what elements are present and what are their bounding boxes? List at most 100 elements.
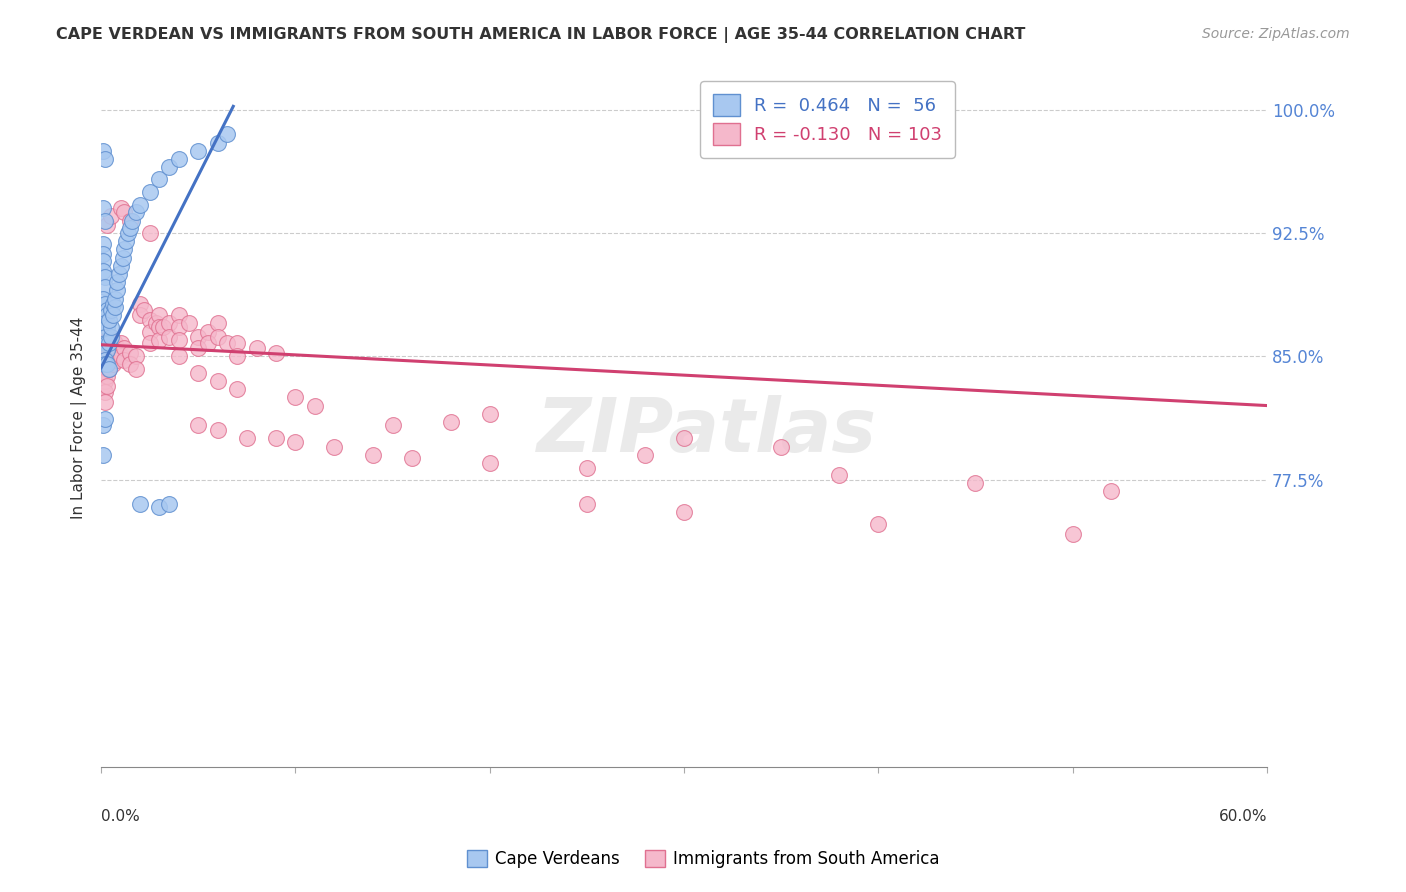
Point (94, 280, 117, 294)
Point (634, 448, 657, 462)
Point (91, 237, 114, 252)
Point (91, 448, 114, 462)
Point (187, 366, 209, 380)
Point (187, 329, 209, 343)
Point (97, 352, 120, 367)
Point (120, 221, 142, 235)
Point (129, 296, 152, 310)
Point (236, 432, 259, 446)
Point (94, 395, 117, 409)
Point (264, 346, 287, 360)
Point (207, 374, 229, 388)
Point (91, 329, 114, 343)
Point (207, 136, 229, 150)
Point (96, 362, 118, 376)
Point (105, 284, 128, 298)
Point (110, 349, 132, 363)
Point (94, 358, 117, 372)
Point (110, 259, 132, 273)
Point (91, 379, 114, 393)
Text: 60.0%: 60.0% (1219, 809, 1267, 824)
Point (207, 423, 229, 437)
Point (217, 128, 239, 142)
Point (94, 374, 117, 388)
Point (284, 390, 307, 404)
Point (91, 352, 114, 367)
Point (104, 349, 127, 363)
Point (91, 336, 114, 351)
Legend: R =  0.464   N =  56, R = -0.130   N = 103: R = 0.464 N = 56, R = -0.130 N = 103 (700, 81, 955, 158)
Point (152, 319, 174, 334)
Point (868, 516, 890, 531)
Point (91, 346, 114, 360)
Point (114, 341, 136, 355)
Point (264, 432, 287, 446)
Point (94, 336, 117, 351)
Point (148, 171, 170, 186)
Text: CAPE VERDEAN VS IMMIGRANTS FROM SOUTH AMERICA IN LABOR FORCE | AGE 35-44 CORRELA: CAPE VERDEAN VS IMMIGRANTS FROM SOUTH AM… (56, 27, 1025, 43)
Point (1101, 484, 1123, 499)
Point (115, 234, 138, 248)
Point (104, 292, 127, 306)
Point (91, 292, 114, 306)
Point (187, 418, 209, 433)
Point (117, 226, 139, 240)
Point (97, 346, 120, 360)
Point (96, 218, 118, 232)
Point (197, 336, 219, 351)
Point (361, 448, 384, 462)
Point (323, 440, 346, 454)
Point (148, 319, 170, 334)
Point (101, 346, 124, 360)
Point (96, 343, 118, 357)
Point (91, 264, 114, 278)
Point (120, 358, 142, 372)
Point (97, 313, 120, 327)
Point (167, 319, 190, 334)
Point (148, 500, 170, 515)
Point (217, 336, 239, 351)
Point (226, 349, 249, 363)
Point (167, 349, 190, 363)
Text: 0.0%: 0.0% (101, 809, 139, 824)
Point (107, 267, 129, 281)
Point (120, 214, 142, 228)
Point (94, 214, 117, 228)
Point (145, 317, 167, 331)
Point (91, 253, 114, 268)
Point (94, 411, 117, 425)
Point (96, 358, 118, 372)
Point (105, 341, 128, 355)
Point (96, 333, 118, 347)
Point (101, 358, 124, 372)
Point (91, 418, 114, 433)
Point (125, 362, 148, 376)
Point (94, 152, 117, 166)
Point (100, 329, 122, 343)
Point (304, 399, 326, 413)
Point (965, 475, 987, 490)
Point (100, 210, 122, 224)
Point (91, 362, 114, 376)
Text: Source: ZipAtlas.com: Source: ZipAtlas.com (1202, 27, 1350, 41)
Point (94, 336, 117, 351)
Point (101, 333, 124, 347)
Point (284, 434, 307, 449)
Point (94, 385, 117, 400)
Legend: Cape Verdeans, Immigrants from South America: Cape Verdeans, Immigrants from South Ame… (460, 843, 946, 875)
Point (575, 461, 598, 475)
Point (129, 198, 152, 212)
Point (138, 336, 160, 351)
Point (94, 352, 117, 367)
Point (97, 336, 120, 351)
Point (94, 358, 117, 372)
Point (157, 497, 180, 511)
Point (100, 319, 122, 334)
Point (672, 432, 695, 446)
Point (440, 415, 463, 429)
Point (177, 317, 200, 331)
Point (111, 251, 134, 265)
Point (96, 341, 118, 355)
Point (129, 497, 152, 511)
Point (121, 214, 143, 228)
